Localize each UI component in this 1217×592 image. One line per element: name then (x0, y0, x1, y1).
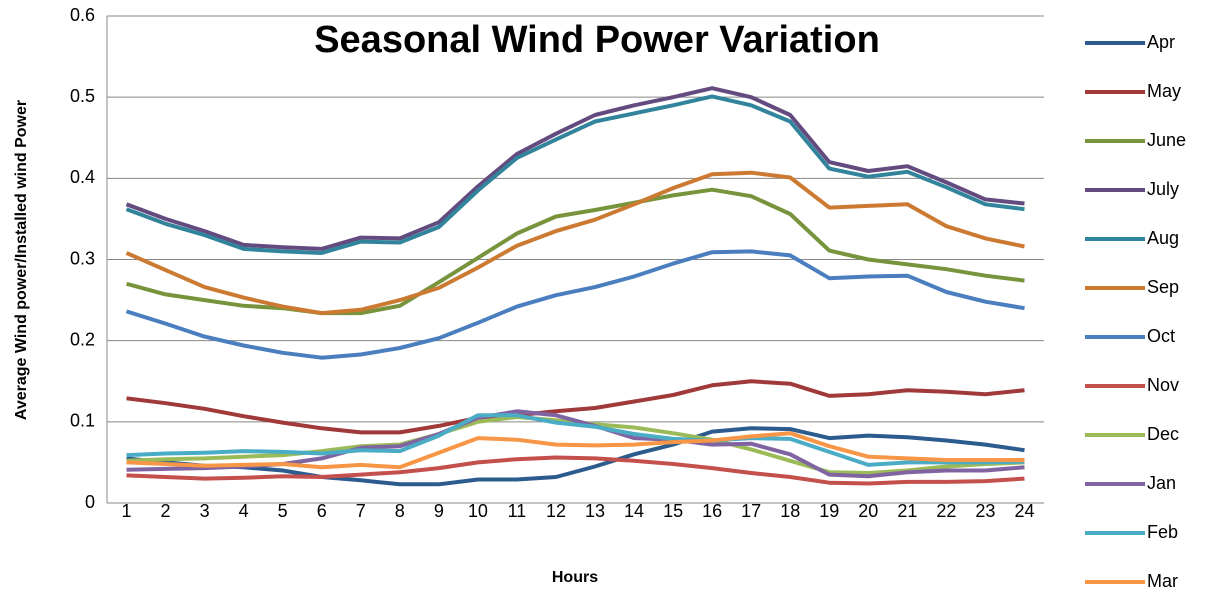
x-tick-label: 17 (741, 501, 761, 521)
x-tick-label: 24 (1014, 501, 1034, 521)
x-tick-label: 1 (122, 501, 132, 521)
series-line (125, 94, 1025, 255)
x-tick-label: 15 (663, 501, 683, 521)
series-line (125, 249, 1025, 360)
y-tick-label: 0.3 (70, 248, 95, 268)
legend-label: Apr (1147, 32, 1175, 52)
y-tick-label: 0 (85, 492, 95, 512)
x-tick-label: 18 (780, 501, 800, 521)
x-tick-label: 3 (200, 501, 210, 521)
legend-label: July (1147, 179, 1179, 199)
x-tick-label: 6 (317, 501, 327, 521)
series-line (125, 187, 1025, 316)
x-tick-label: 4 (239, 501, 249, 521)
legend-label: Aug (1147, 228, 1179, 248)
legend-label: Sep (1147, 277, 1179, 297)
y-tick-label: 0.5 (70, 86, 95, 106)
x-tick-label: 16 (702, 501, 722, 521)
y-tick-label: 0.4 (70, 167, 95, 187)
chart-title: Seasonal Wind Power Variation (314, 19, 880, 61)
series-line (126, 413, 1025, 467)
series-line (126, 455, 1025, 486)
series-line (126, 379, 1025, 435)
x-tick-label: 19 (819, 501, 839, 521)
y-tick-label: 0.6 (70, 5, 95, 25)
series-line (126, 431, 1025, 470)
legend-label: Nov (1147, 375, 1179, 395)
y-tick-label: 0.1 (70, 411, 95, 431)
x-tick-label: 21 (897, 501, 917, 521)
x-tick-label: 23 (975, 501, 995, 521)
x-tick-label: 2 (161, 501, 171, 521)
series-line (125, 170, 1025, 316)
legend-label: Feb (1147, 522, 1178, 542)
y-axis-label: Average Wind power/Installed wind Power (13, 100, 30, 420)
x-tick-label: 9 (434, 501, 444, 521)
x-tick-label: 14 (624, 501, 644, 521)
legend-label: May (1147, 81, 1181, 101)
x-tick-label: 13 (585, 501, 605, 521)
x-tick-label: 8 (395, 501, 405, 521)
legend-label: Mar (1147, 571, 1178, 591)
x-axis-label: Hours (552, 569, 598, 586)
legend-label: Dec (1147, 424, 1179, 444)
x-tick-label: 22 (936, 501, 956, 521)
series-line (126, 426, 1025, 487)
series-line (125, 86, 1025, 251)
legend-label: Jan (1147, 473, 1176, 493)
x-tick-label: 12 (546, 501, 566, 521)
x-tick-label: 11 (508, 501, 527, 521)
x-tick-label: 7 (356, 501, 366, 521)
legend-label: Oct (1147, 326, 1175, 346)
y-tick-label: 0.2 (70, 329, 95, 349)
x-tick-label: 5 (278, 501, 288, 521)
x-tick-label: 10 (468, 501, 488, 521)
legend-label: June (1147, 130, 1186, 150)
x-tick-label: 20 (858, 501, 878, 521)
